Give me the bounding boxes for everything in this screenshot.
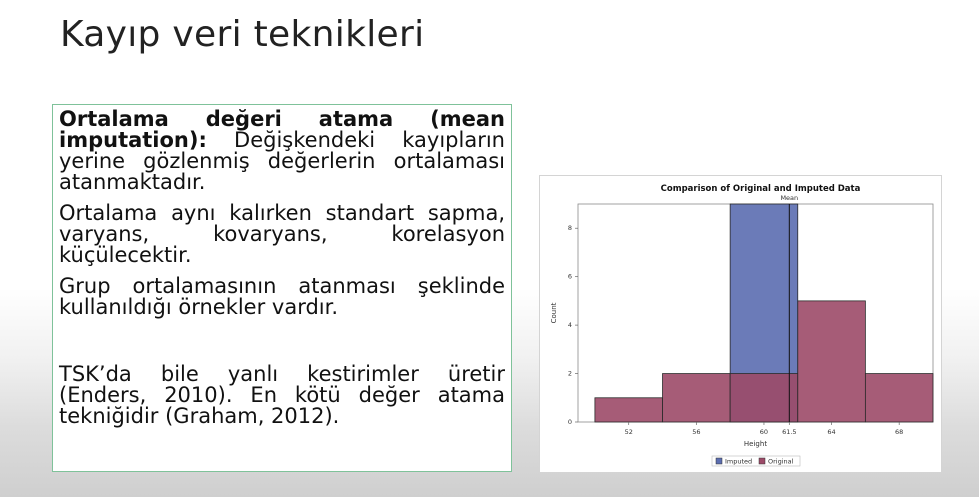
x-tick-label: 61.5 — [782, 428, 796, 436]
paragraph-bias-note: TSK’da bile yanlı kestirimler üretir (En… — [59, 362, 505, 428]
legend-swatch-imputed — [715, 457, 723, 465]
bar-original — [729, 373, 799, 423]
paragraph-mean-imputation: Ortalama değeri atama (mean imputation):… — [59, 109, 505, 193]
x-tick-label: 52 — [625, 428, 633, 436]
legend-label-imputed: Imputed — [725, 458, 752, 466]
x-tick-label: 64 — [827, 428, 835, 436]
y-axis-label: Count — [550, 302, 558, 323]
mean-label: Mean — [780, 194, 798, 202]
legend-swatch-original — [758, 457, 766, 465]
mean-imputation-heading: Ortalama değeri atama (mean imputation): — [59, 107, 505, 152]
bar-original — [662, 373, 731, 423]
y-tick-label: 6 — [568, 273, 572, 281]
y-tick-label: 0 — [568, 418, 572, 426]
y-tick-label: 2 — [568, 370, 572, 378]
x-tick-label: 56 — [692, 428, 700, 436]
y-tick-label: 4 — [568, 321, 572, 329]
legend-label-original: Original — [768, 458, 794, 466]
y-tick-label: 8 — [568, 224, 572, 232]
slide-title: Kayıp veri teknikleri — [60, 14, 425, 55]
content-textbox: Ortalama değeri atama (mean imputation):… — [52, 104, 512, 472]
paragraph-variance-effect: Ortalama aynı kalırken standart sapma, v… — [59, 201, 505, 267]
legend-box — [711, 455, 801, 467]
bar-original — [864, 373, 934, 423]
paragraph-group-mean: Grup ortalamasının atanması şeklinde kul… — [59, 274, 505, 319]
x-tick-label: 68 — [895, 428, 903, 436]
histogram-svg: Comparison of Original and Imputed Data 0… — [550, 184, 934, 467]
chart-title: Comparison of Original and Imputed Data — [661, 184, 861, 194]
x-axis-label: Height — [744, 440, 767, 448]
x-tick-label: 60 — [760, 428, 768, 436]
histogram-chart: Comparison of Original and Imputed Data 0… — [539, 175, 942, 473]
bar-original — [797, 300, 866, 423]
mean-imputation-text: Değişkendeki kayıpların yerine gözlenmiş… — [59, 128, 505, 194]
bar-original — [594, 397, 663, 423]
